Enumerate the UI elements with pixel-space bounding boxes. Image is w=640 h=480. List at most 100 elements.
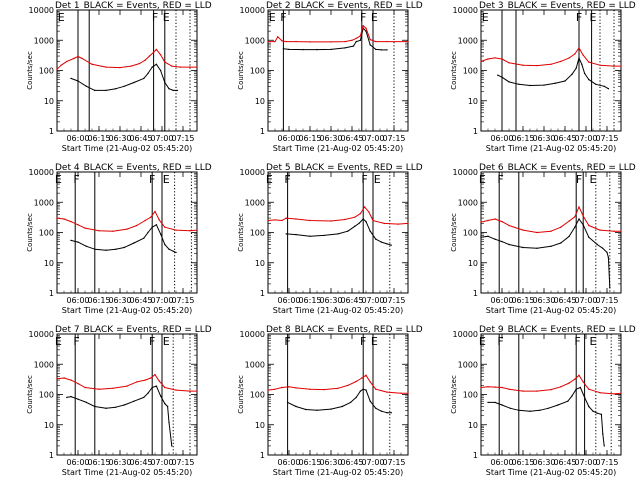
data-point-lld [73, 57, 75, 60]
y-tick-label: 10 [468, 259, 478, 268]
data-point-events [288, 48, 290, 51]
flag-letter: E [269, 11, 276, 24]
data-point-events [606, 251, 608, 254]
data-point-lld [84, 227, 86, 229]
data-point-events [123, 404, 125, 406]
data-point-lld [154, 210, 156, 213]
data-point-lld [152, 51, 155, 53]
data-point-events [354, 225, 356, 227]
data-point-lld [354, 216, 356, 218]
data-point-events [94, 248, 96, 250]
x-tick-label: 06:15 [298, 296, 321, 305]
panel-title: Det 2 BLACK = Events, RED = LLD [266, 1, 423, 11]
y-tick-label: 10000 [240, 6, 265, 15]
panel-title-detector: Det 8 [266, 325, 291, 335]
x-tick-label: 07:00 [361, 296, 384, 305]
data-point-lld [295, 387, 297, 389]
data-point-events [123, 246, 125, 249]
x-tick-label: 06:45 [553, 134, 576, 143]
data-point-events [365, 389, 367, 391]
data-point-lld [522, 390, 524, 392]
data-point-lld [480, 386, 482, 389]
data-point-lld [309, 219, 311, 222]
plot-frame [480, 171, 622, 294]
data-point-lld [98, 230, 100, 232]
data-point-events [386, 243, 388, 245]
data-point-events [94, 405, 96, 408]
panel-title-detector: Det 6 [479, 163, 504, 173]
plot-frame [56, 333, 198, 456]
panel-title: Det 5 BLACK = Events, RED = LLD [266, 163, 423, 173]
x-tick-label: 06:00 [490, 296, 513, 305]
y-tick-label: 100 [39, 67, 54, 76]
data-point-lld [337, 387, 339, 389]
data-point-events [172, 89, 174, 92]
x-tick-label: 06:00 [66, 296, 89, 305]
data-point-lld [369, 38, 371, 41]
data-point-events [359, 39, 362, 41]
y-tick-label: 100 [250, 391, 265, 400]
y-tick-label: 100 [463, 229, 478, 238]
data-point-lld [536, 390, 538, 392]
data-point-events [380, 241, 383, 243]
y-tick-label: 10000 [29, 6, 54, 15]
y-tick-label: 10 [44, 259, 54, 268]
data-point-events [501, 76, 503, 78]
data-point-lld [347, 384, 349, 387]
x-tick-label: 06:45 [129, 458, 152, 467]
y-tick-label: 1000 [34, 36, 54, 45]
data-point-lld [164, 226, 166, 228]
data-point-events [375, 407, 377, 409]
data-point-lld [274, 40, 276, 43]
series-line-lld [480, 374, 622, 395]
data-point-lld [274, 219, 276, 221]
data-point-lld [150, 377, 152, 379]
flag-letter: E [479, 335, 486, 348]
data-point-events [501, 404, 503, 406]
data-point-lld [288, 386, 290, 388]
data-point-lld [77, 382, 79, 385]
data-point-events [554, 82, 556, 84]
data-point-events [143, 237, 145, 239]
data-point-lld [281, 219, 283, 222]
x-tick-label: 07:00 [574, 458, 597, 467]
flag-letter: E [58, 11, 65, 24]
flag-letter: E [55, 335, 62, 348]
data-point-lld [189, 390, 191, 392]
x-tick-label: 07:15 [382, 296, 405, 305]
plot-frame [267, 333, 409, 456]
panel-title-detector: Det 2 [266, 1, 291, 11]
data-point-events [575, 388, 577, 390]
data-point-lld [344, 218, 346, 221]
data-point-lld [144, 379, 146, 381]
x-tick-label: 06:45 [340, 296, 363, 305]
data-point-events [105, 407, 107, 409]
data-point-lld [560, 60, 562, 63]
data-point-events [568, 235, 570, 237]
data-point-lld [368, 211, 370, 213]
x-tick-label: 06:30 [108, 296, 131, 305]
y-tick-label: 1 [49, 451, 54, 460]
plot-frame [480, 333, 622, 456]
data-point-lld [267, 389, 269, 391]
x-tick-label: 06:30 [319, 296, 342, 305]
flag-letter: F [497, 335, 503, 348]
x-axis-label: Start Time (21-Aug-02 05:45:20) [486, 306, 617, 315]
data-point-events [323, 234, 325, 237]
data-point-lld [508, 224, 510, 227]
data-point-lld [66, 60, 68, 63]
data-point-lld [144, 59, 146, 61]
data-point-events [349, 401, 352, 404]
data-point-events [386, 49, 388, 51]
data-point-lld [407, 40, 409, 43]
data-point-lld [77, 55, 79, 58]
data-point-events [159, 395, 162, 397]
data-point-events [341, 405, 343, 408]
data-point-events [147, 72, 149, 75]
data-point-events [70, 395, 72, 398]
x-tick-label: 06:30 [108, 458, 131, 467]
data-point-lld [578, 374, 580, 376]
x-tick-label: 06:30 [319, 458, 342, 467]
data-point-events [172, 250, 174, 252]
data-point-events [77, 398, 79, 400]
